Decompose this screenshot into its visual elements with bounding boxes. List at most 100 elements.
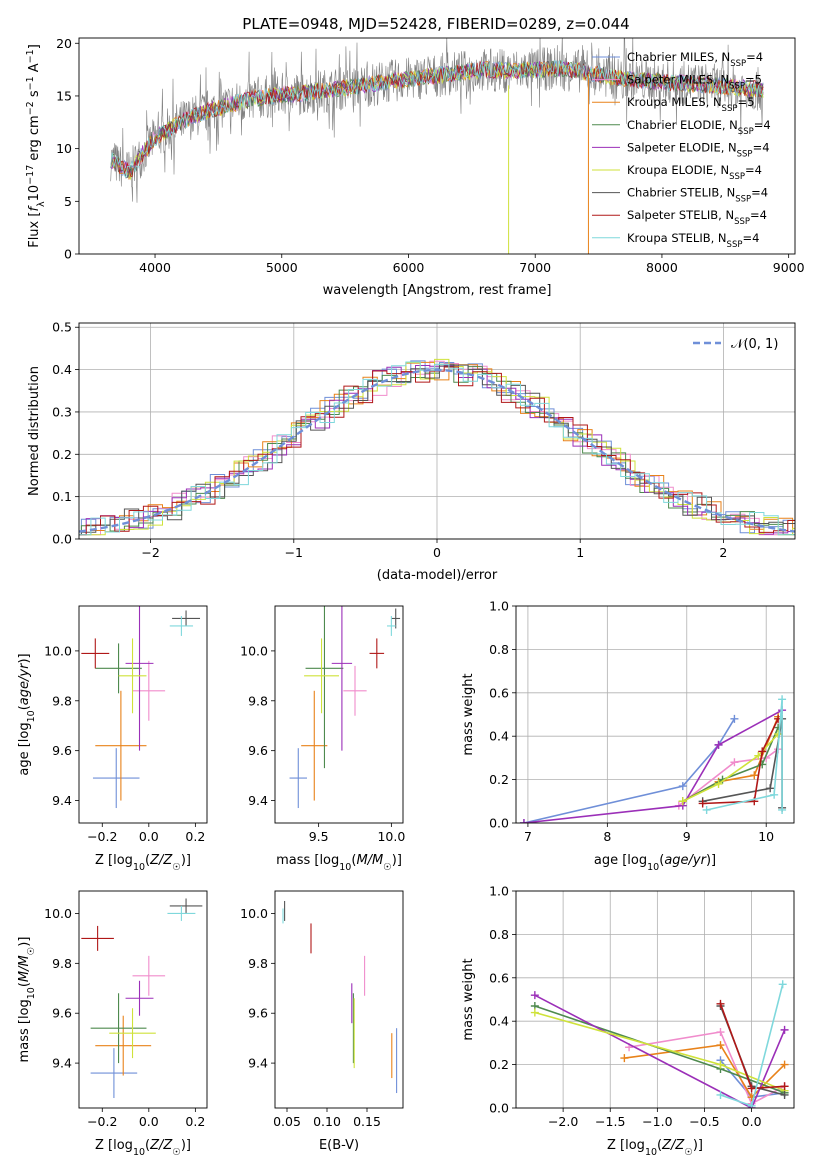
errorbar-point bbox=[81, 638, 110, 669]
plot-area bbox=[530, 980, 789, 1108]
series-line bbox=[678, 748, 779, 807]
series-line bbox=[706, 699, 783, 811]
series-marker bbox=[714, 779, 723, 788]
plot-area bbox=[282, 900, 398, 1094]
y-tick-label: 0.6 bbox=[489, 970, 509, 985]
y-axis-label: mass weight bbox=[461, 673, 476, 755]
x-tick-label: 0.0 bbox=[139, 829, 159, 844]
series-marker bbox=[519, 819, 528, 823]
legend-label: Chabrier MILES, NSSP=4 bbox=[627, 50, 763, 69]
y-tick-label: 9.6 bbox=[52, 743, 72, 758]
y-tick-label: 0.8 bbox=[489, 927, 509, 942]
plot-area bbox=[81, 898, 203, 1099]
series-marker bbox=[778, 805, 787, 814]
y-tick-label: 0.4 bbox=[489, 729, 509, 744]
errorbar-point bbox=[118, 638, 147, 714]
errorbar-point bbox=[132, 660, 166, 721]
axes-frame bbox=[78, 322, 796, 540]
y-axis-label: Normed distribution bbox=[27, 366, 42, 496]
axes-frame bbox=[78, 605, 208, 824]
axes-frame bbox=[78, 890, 208, 1109]
panel-mass-vs-EBV: 0.05 0.10 0.15 9.4 9.6 9.8 10.0 E(B-V) bbox=[240, 890, 404, 1153]
series-marker bbox=[678, 782, 687, 791]
x-tick-label: 0.2 bbox=[185, 1114, 205, 1129]
series-marker bbox=[530, 1008, 539, 1017]
x-tick-label: 0.10 bbox=[313, 1114, 341, 1129]
errorbar-point bbox=[90, 1048, 138, 1099]
errorbar-point bbox=[95, 690, 147, 801]
series-line bbox=[682, 733, 779, 803]
x-axis-label: E(B-V) bbox=[319, 1138, 359, 1153]
x-tick-label: 9 bbox=[683, 829, 691, 844]
errorbar-point bbox=[301, 690, 328, 801]
series-marker bbox=[716, 1060, 725, 1069]
series-marker bbox=[714, 740, 723, 749]
axes-frame bbox=[78, 37, 796, 255]
errorbar-point bbox=[369, 638, 385, 669]
x-tick-label: 9000 bbox=[773, 260, 805, 275]
y-tick-label: 9.4 bbox=[248, 793, 268, 808]
grid bbox=[516, 890, 794, 1109]
series-marker bbox=[766, 784, 775, 793]
series-marker bbox=[678, 797, 687, 806]
errorbar-point bbox=[132, 955, 166, 996]
errorbar-point bbox=[109, 1008, 156, 1059]
x-tick-label: 0.0 bbox=[139, 1114, 159, 1129]
legend-label: Kroupa MILES, NSSP=5 bbox=[627, 95, 754, 114]
x-axis-label: mass [log10(M/M☉)] bbox=[276, 853, 402, 873]
series-marker bbox=[780, 1090, 789, 1099]
x-tick-label: −1 bbox=[285, 545, 303, 560]
series-marker bbox=[778, 980, 787, 989]
y-tick-label: 0 bbox=[64, 247, 72, 262]
y-axis-label: mass weight bbox=[461, 958, 476, 1040]
x-tick-label: 10 bbox=[758, 829, 774, 844]
y-tick-label: 9.4 bbox=[52, 793, 72, 808]
y-tick-label: 1.0 bbox=[489, 599, 509, 614]
errorbar-point bbox=[169, 898, 203, 914]
series-line bbox=[702, 718, 779, 805]
y-tick-label: 0.4 bbox=[489, 1014, 509, 1029]
x-tick-label: 0.05 bbox=[273, 1114, 301, 1129]
y-tick-label: 0.4 bbox=[52, 362, 72, 377]
x-tick-label: −0.2 bbox=[87, 829, 117, 844]
errorbar-point bbox=[125, 606, 154, 751]
series-marker bbox=[780, 1082, 789, 1091]
errorbar-point bbox=[169, 615, 194, 636]
axes-frame bbox=[515, 890, 795, 1109]
series-marker bbox=[716, 999, 725, 1008]
x-tick-label: 7000 bbox=[519, 260, 551, 275]
panel-age-vs-mass: 9.5 10.0 9.4 9.6 9.8 10.0 mass [log10(M/M☉)] bbox=[240, 605, 405, 873]
x-tick-label: 6000 bbox=[393, 260, 425, 275]
y-tick-label: 9.4 bbox=[52, 1056, 72, 1071]
plot-area bbox=[81, 606, 201, 809]
x-tick-label: 1 bbox=[576, 545, 584, 560]
x-tick-label: 8000 bbox=[646, 260, 678, 275]
y-tick-label: 9.6 bbox=[52, 1006, 72, 1021]
series-marker bbox=[774, 730, 783, 739]
errorbar-point bbox=[391, 608, 401, 629]
y-axis-label: mass [log10(M/M☉)] bbox=[17, 937, 37, 1063]
series-marker bbox=[730, 758, 739, 767]
y-tick-label: 0.0 bbox=[489, 816, 509, 831]
y-tick-label: 10.0 bbox=[44, 906, 72, 921]
x-tick-label: −0.2 bbox=[87, 1114, 117, 1129]
errorbar-point bbox=[305, 606, 344, 769]
series-marker bbox=[750, 771, 759, 780]
series-marker bbox=[730, 714, 739, 723]
legend: Chabrier MILES, NSSP=4 Salpeter MILES, NS… bbox=[592, 50, 771, 250]
series-marker bbox=[716, 1090, 725, 1099]
errorbar-point bbox=[92, 748, 140, 809]
series-marker bbox=[747, 1101, 756, 1108]
panel-age-vs-Z: −0.2 0.0 0.2 9.4 9.6 9.8 10.0 Z [log10(Z/Z☉)] ag… bbox=[17, 605, 208, 873]
y-tick-label: 9.8 bbox=[52, 956, 72, 971]
legend-label: Salpeter ELODIE, NSSP=4 bbox=[627, 140, 770, 159]
errorbar-point bbox=[95, 643, 142, 694]
y-tick-label: 0.6 bbox=[489, 685, 509, 700]
series-marker bbox=[780, 1025, 789, 1034]
x-tick-label: 7 bbox=[524, 829, 532, 844]
y-tick-label: 9.8 bbox=[248, 693, 268, 708]
series-marker bbox=[530, 991, 539, 1000]
series-marker bbox=[702, 805, 711, 814]
x-tick-label: −2 bbox=[141, 545, 159, 560]
gaussian-curve bbox=[79, 368, 795, 533]
